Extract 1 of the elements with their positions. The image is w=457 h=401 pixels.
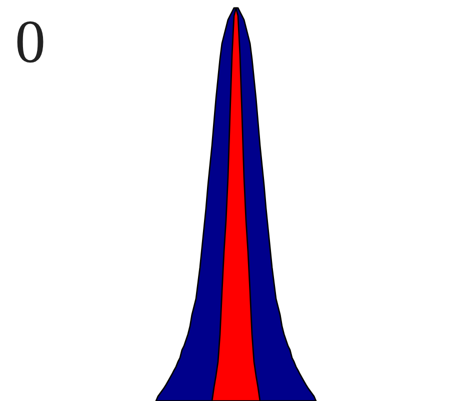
text: 0 [17, 21, 44, 63]
